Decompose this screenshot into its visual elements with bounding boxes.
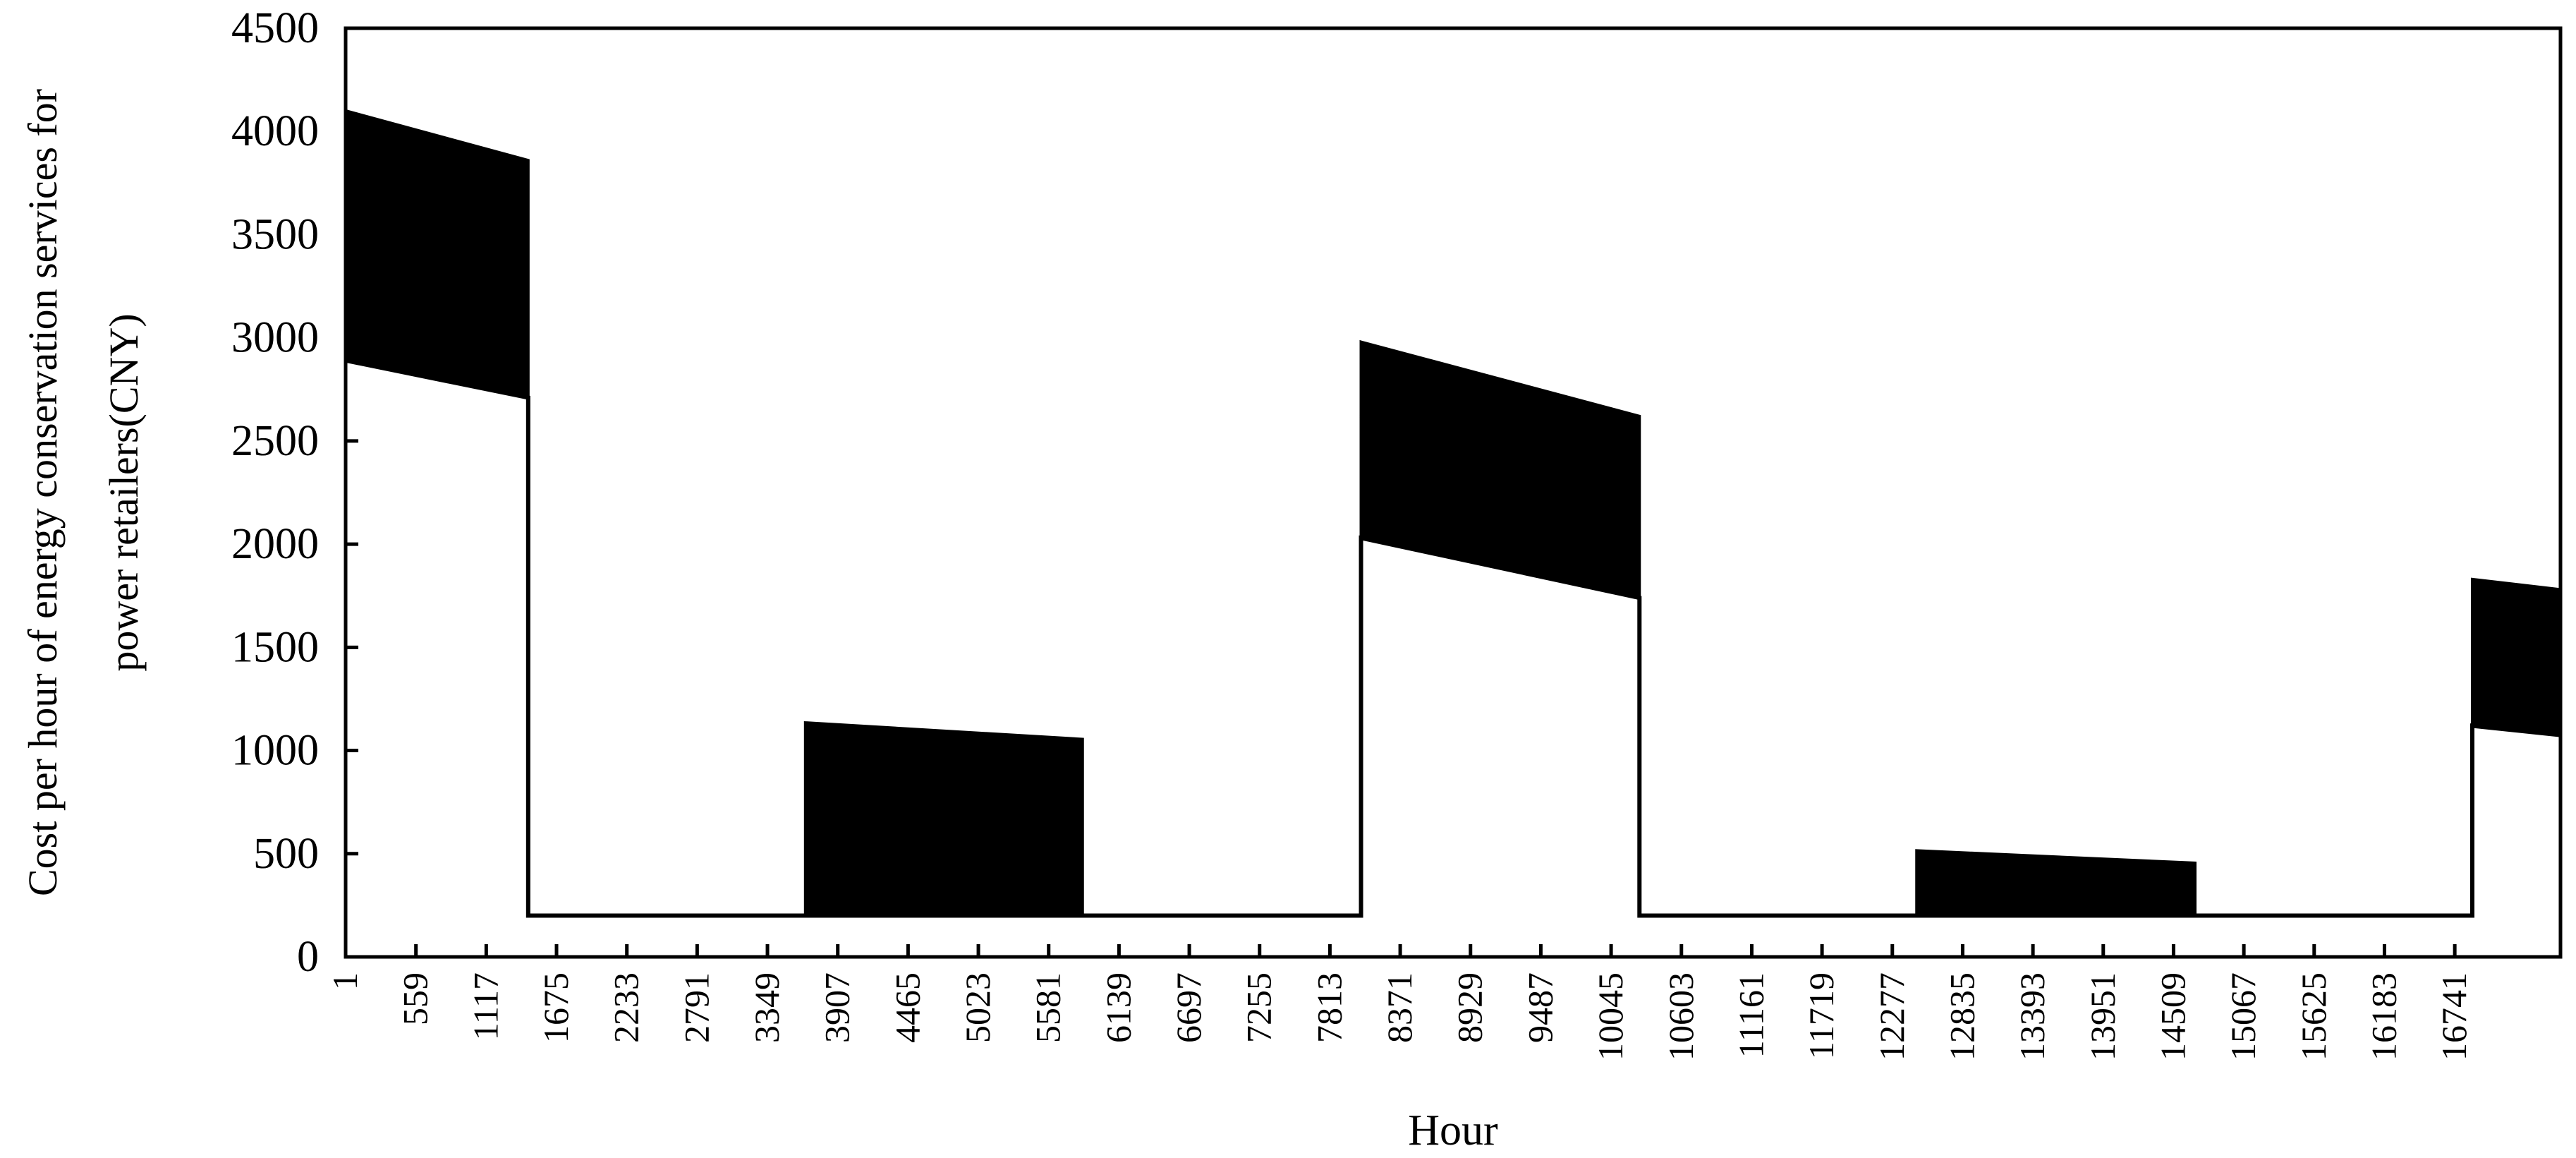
cost-band-1 [344, 109, 530, 399]
x-tick-label-559: 559 [396, 972, 435, 1025]
x-tick-label-9487: 9487 [1520, 972, 1560, 1043]
cost-band-9 [2470, 577, 2562, 737]
x-tick-label-2791: 2791 [676, 972, 716, 1043]
baseline-layer [345, 358, 2561, 918]
x-tick-label-6697: 6697 [1169, 972, 1208, 1043]
x-tick-label-1117: 1117 [466, 972, 505, 1040]
x-tick-label-16741: 16741 [2434, 972, 2474, 1061]
x-tick-label-1: 1 [325, 972, 365, 990]
x-tick-label-10045: 10045 [1591, 972, 1630, 1061]
x-tick-label-5023: 5023 [958, 972, 997, 1043]
y-tick-label-3000: 3000 [231, 314, 319, 362]
x-tick-label-13951: 13951 [2083, 972, 2122, 1061]
y-tick-label-4500: 4500 [231, 4, 319, 52]
x-tick-label-4465: 4465 [887, 972, 927, 1043]
x-tick-label-12835: 12835 [1942, 972, 1981, 1061]
x-tick-label-1675: 1675 [536, 972, 576, 1043]
y-tick-label-0: 0 [297, 933, 319, 981]
x-axis-title: Hour [1408, 1106, 1498, 1154]
lower-envelope-line [345, 358, 2561, 918]
x-tick-label-15625: 15625 [2294, 972, 2333, 1061]
x-tick-label-14509: 14509 [2153, 972, 2192, 1061]
y-tick-label-2500: 2500 [231, 417, 319, 465]
x-tick-label-7813: 7813 [1309, 972, 1349, 1043]
cost-band-5 [1359, 339, 1641, 600]
y-tick-label-1500: 1500 [231, 623, 319, 671]
x-tick-label-11161: 11161 [1731, 972, 1770, 1058]
x-tick-label-13393: 13393 [2012, 972, 2052, 1061]
x-tick-label-6139: 6139 [1098, 972, 1138, 1043]
cost-band-3 [803, 720, 1084, 917]
y-axis: 0 500 1000 1500 2000 2500 3000 3500 4000 4500 [231, 4, 358, 981]
x-tick-label-8929: 8929 [1450, 972, 1490, 1043]
y-tick-label-4000: 4000 [231, 107, 319, 155]
y-axis-title-line-2: power retailers(CNY) [101, 313, 147, 671]
y-tick-label-3500: 3500 [231, 210, 319, 258]
plot-area [344, 109, 2562, 917]
x-tick-label-2233: 2233 [607, 972, 646, 1043]
x-tick-label-3349: 3349 [747, 972, 786, 1043]
y-tick-label-1000: 1000 [231, 727, 319, 775]
plot-frame [344, 26, 2563, 959]
x-tick-label-7255: 7255 [1239, 972, 1279, 1043]
x-axis: 1 559 1117 1675 2233 2791 3349 3907 4465 5023 5581… [325, 944, 2474, 1061]
cost-band-7 [1915, 849, 2197, 917]
x-tick-label-3907: 3907 [818, 972, 857, 1043]
x-tick-label-5581: 5581 [1028, 972, 1068, 1043]
y-axis-title: Cost per hour of energy conservation ser… [20, 89, 147, 896]
x-tick-label-15067: 15067 [2223, 972, 2263, 1061]
x-tick-label-8371: 8371 [1380, 972, 1419, 1043]
y-tick-label-500: 500 [253, 830, 319, 878]
x-tick-label-10603: 10603 [1661, 972, 1701, 1061]
y-axis-title-line-1: Cost per hour of energy conservation ser… [20, 89, 66, 896]
x-tick-label-11719: 11719 [1802, 972, 1841, 1059]
x-tick-label-16183: 16183 [2364, 972, 2403, 1061]
x-tick-label-12277: 12277 [1872, 972, 1912, 1061]
y-tick-label-2000: 2000 [231, 520, 319, 568]
